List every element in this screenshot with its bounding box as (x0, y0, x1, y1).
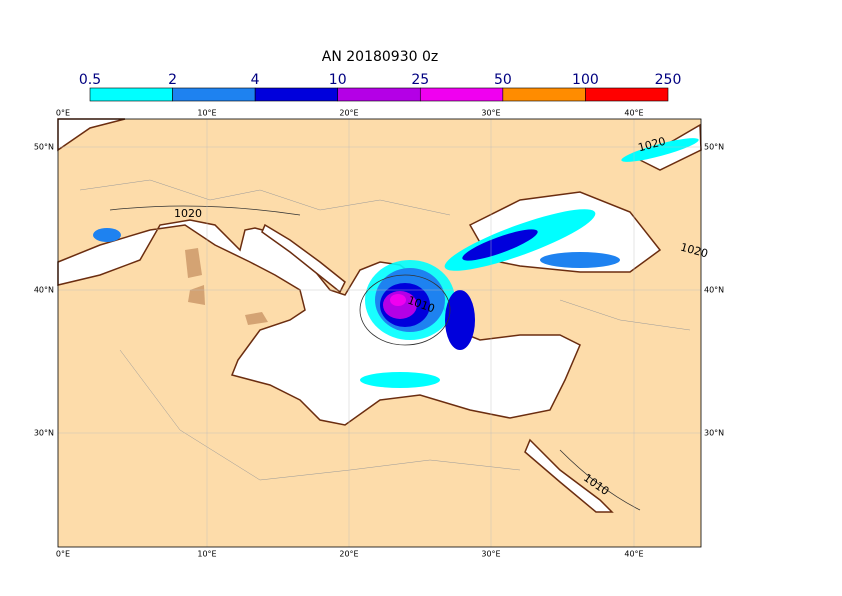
lon-label: 30°E (481, 109, 500, 118)
isobars (109, 205, 641, 511)
colorbar-label: 0.5 (79, 72, 101, 88)
colorbar-label: 50 (494, 72, 512, 88)
title: AN 20180930 0z (322, 49, 438, 65)
lat-label: 30°N (34, 429, 54, 438)
colorbar-segment (337, 87, 421, 102)
precipitation (93, 138, 699, 388)
lat-label: 40°N (704, 286, 724, 295)
frame (57, 118, 702, 548)
colorbar-label: 250 (655, 72, 682, 88)
graticule (58, 119, 701, 547)
colorbar-label: 4 (251, 72, 260, 88)
map (57, 118, 702, 548)
colorbar-segment (585, 87, 669, 102)
colorbar-segment (419, 87, 504, 102)
colorbar-segment (89, 87, 173, 102)
lon-label: 0°E (56, 109, 70, 118)
lon-label: 40°E (624, 109, 643, 118)
lat-label: 50°N (34, 143, 54, 152)
lat-label: 50°N (704, 143, 724, 152)
lon-label: 40°E (624, 550, 643, 559)
borders (79, 179, 691, 481)
lat-label: 30°N (704, 429, 724, 438)
colorbar-label: 100 (572, 72, 599, 88)
lat-label: 40°N (34, 286, 54, 295)
lon-label: 10°E (197, 550, 216, 559)
lon-label: 20°E (339, 550, 358, 559)
colorbar-segment (502, 87, 586, 102)
colorbar-segment (172, 87, 256, 102)
lon-label: 20°E (339, 109, 358, 118)
lon-label: 0°E (56, 550, 70, 559)
contour-label: 1020 (174, 207, 202, 220)
lon-label: 30°E (481, 550, 500, 559)
colorbar-label: 2 (168, 72, 177, 88)
colorbar-label: 25 (411, 72, 429, 88)
colorbar-segment (254, 87, 339, 102)
lon-label: 10°E (197, 109, 216, 118)
colorbar-label: 10 (329, 72, 347, 88)
colorbar: 0.5 2 4 10 25 50 100 250 (79, 72, 682, 102)
